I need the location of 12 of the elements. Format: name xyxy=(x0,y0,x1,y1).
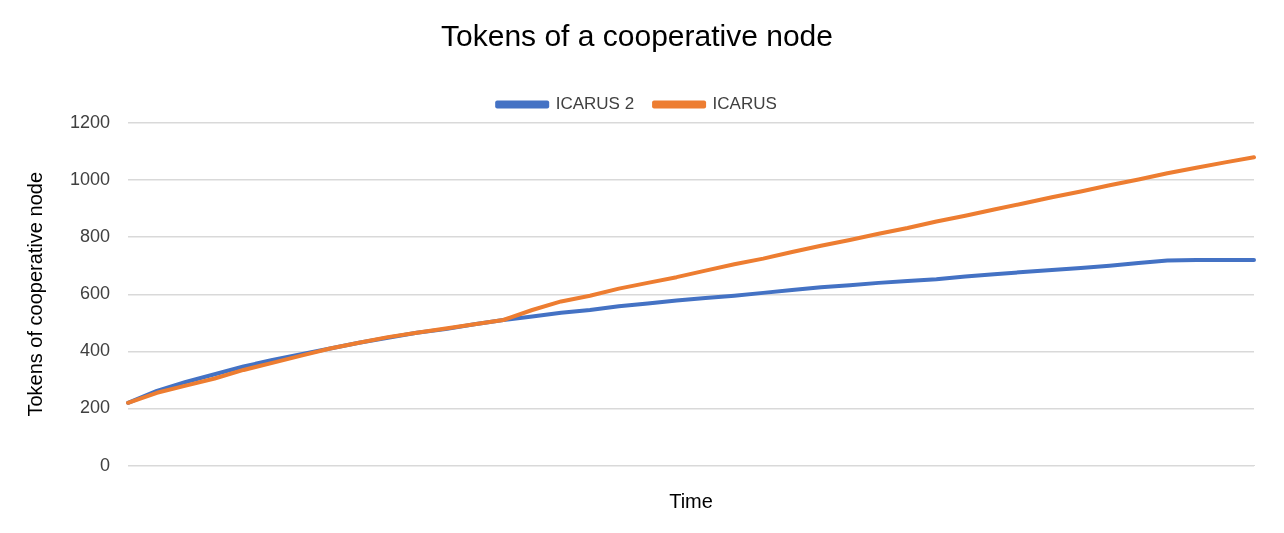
y-tick-label: 1000 xyxy=(70,169,111,190)
y-tick-label: 0 xyxy=(100,454,111,475)
y-axis-title: Tokens of cooperative node xyxy=(23,172,46,417)
x-axis-title: Time xyxy=(669,489,713,512)
legend-label: ICARUS 2 xyxy=(555,94,635,114)
legend-label: ICARUS xyxy=(712,94,777,114)
chart-title: Tokens of a cooperative node xyxy=(441,19,833,53)
y-tick-label: 800 xyxy=(80,226,111,247)
y-tick-label: 600 xyxy=(80,283,111,304)
y-tick-label: 400 xyxy=(80,340,111,361)
y-tick-label: 200 xyxy=(80,397,111,418)
y-tick-label: 1200 xyxy=(70,111,111,132)
